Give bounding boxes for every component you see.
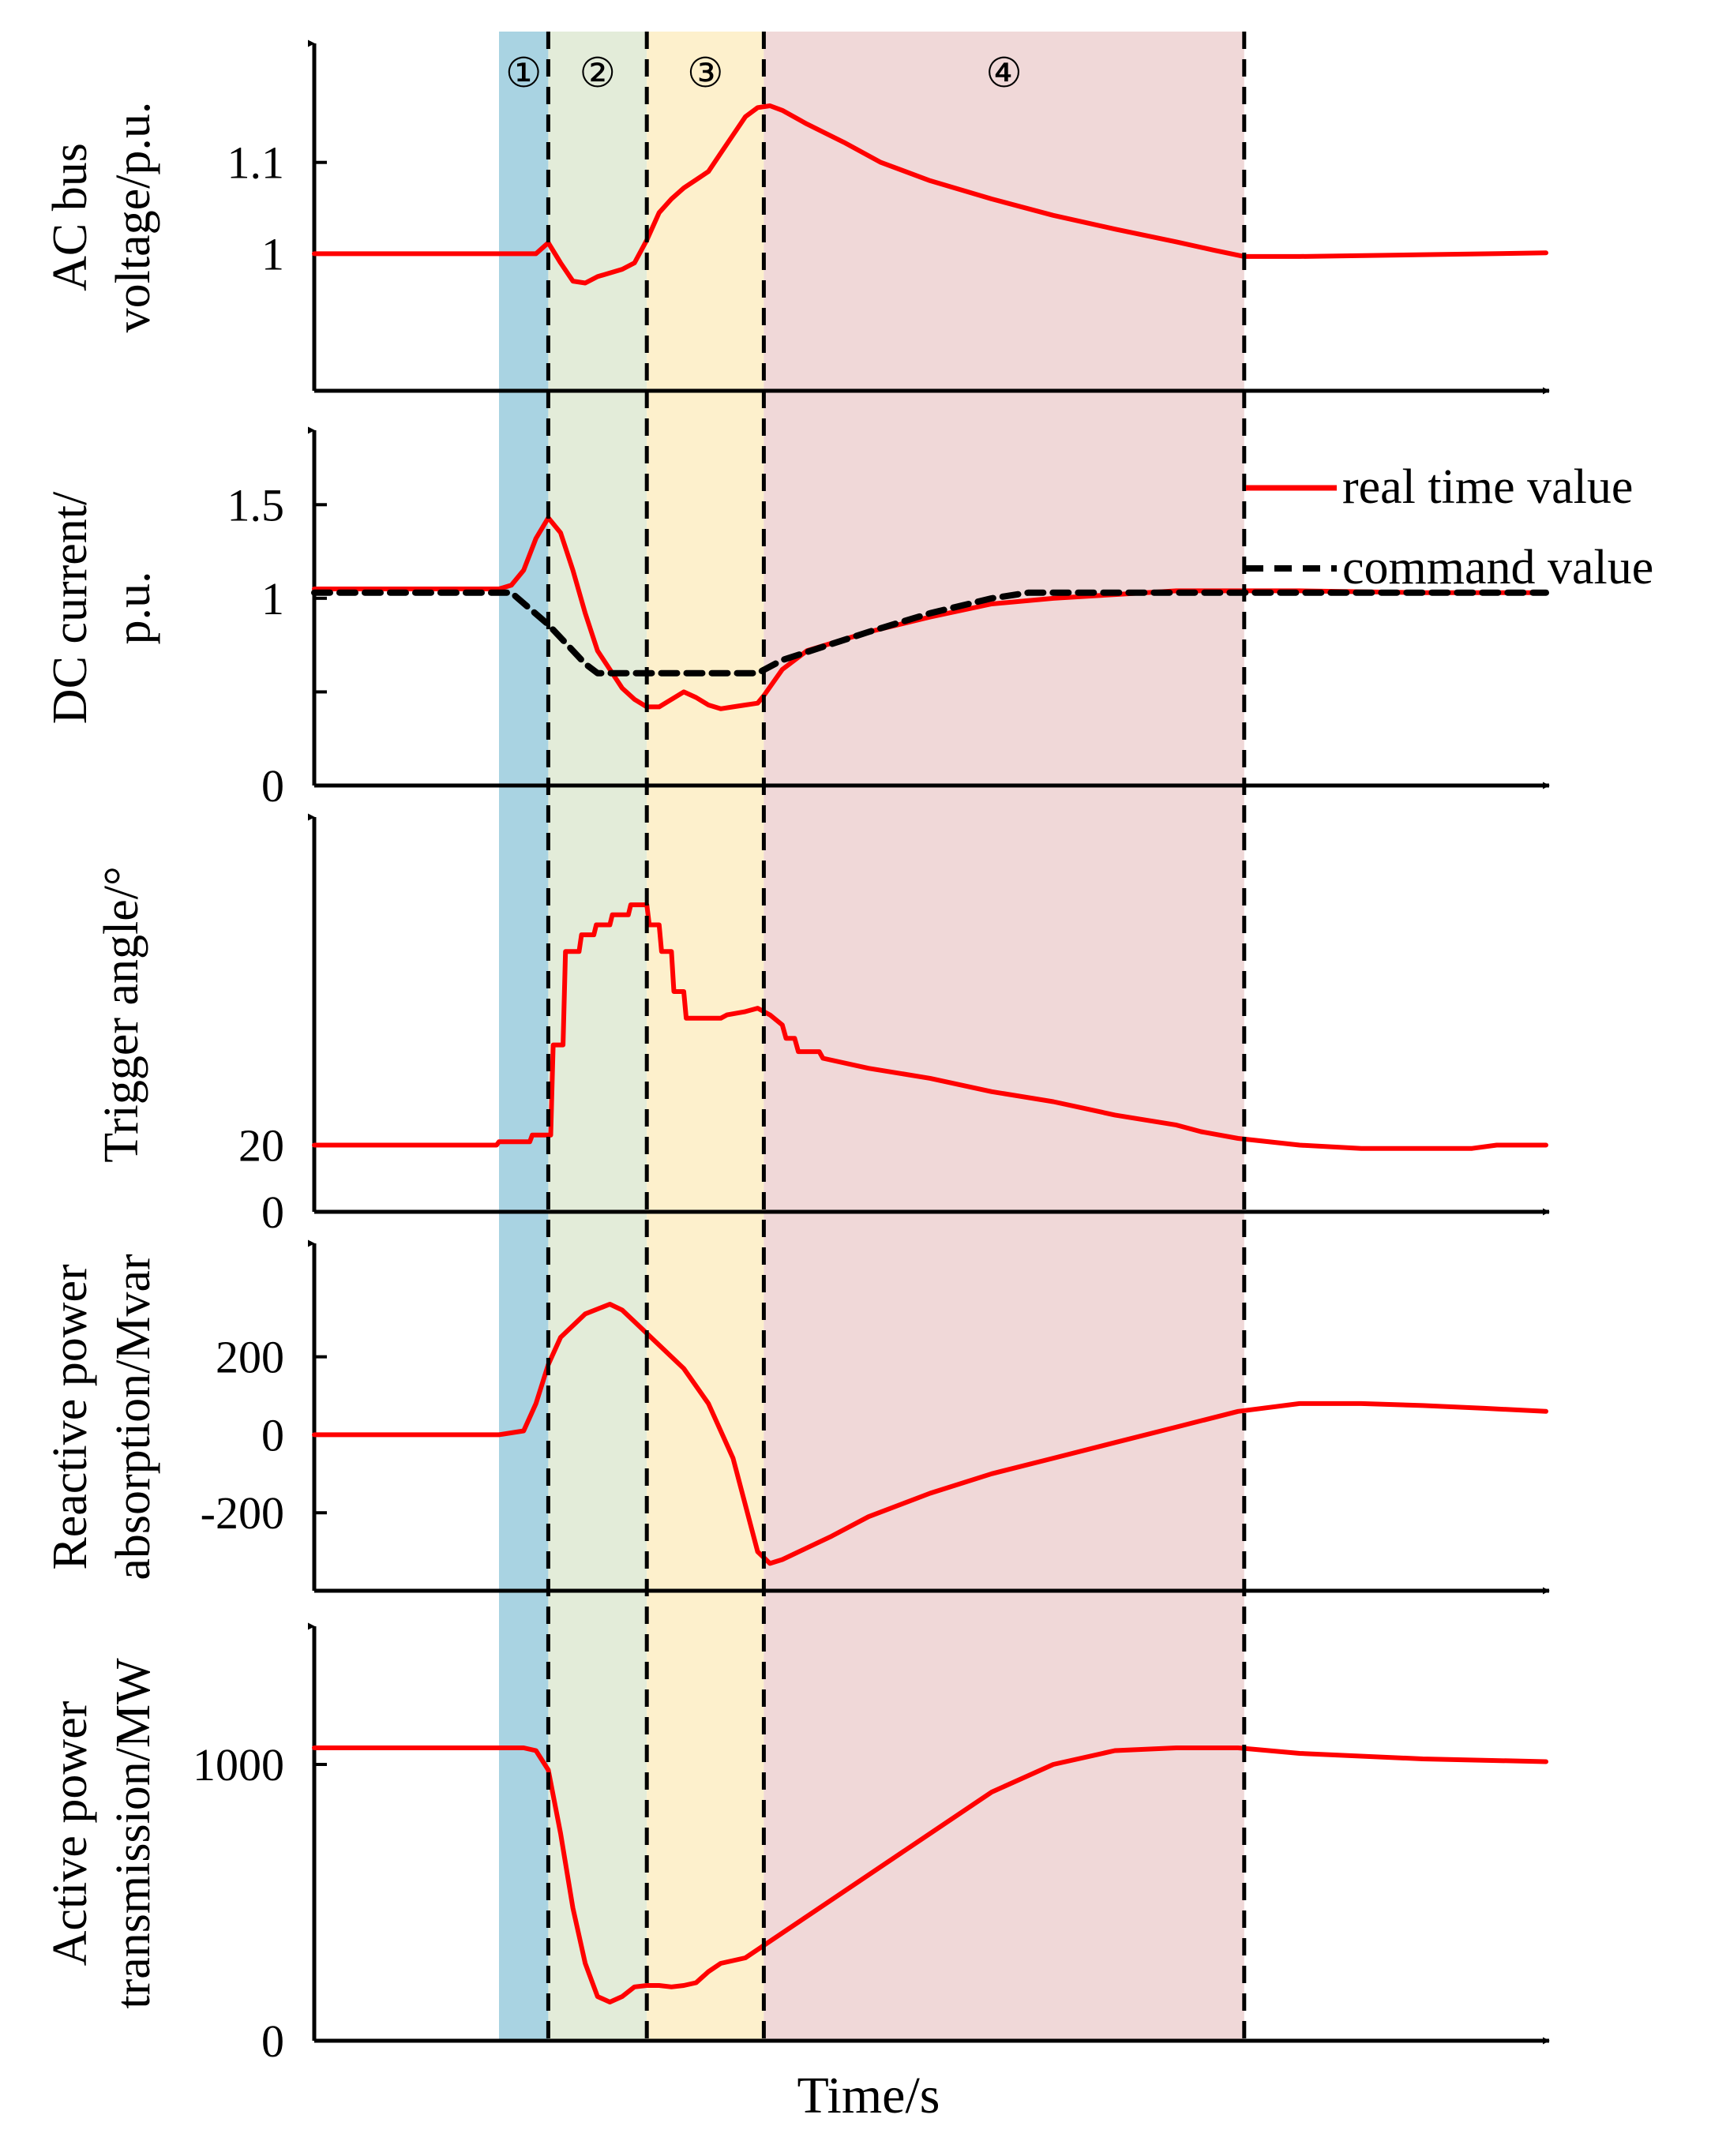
reactive-power-y-label-1: Reactive power [43,1264,97,1570]
legend: real time value command value [1246,460,1653,594]
phase-label-2: ② [579,51,616,96]
phase-region-1 [499,32,549,2041]
panel-active-power: 0 1000 Active power transmission/MW [43,1622,1550,2067]
ac-voltage-y-label-1: AC bus [43,143,97,291]
dc-current-real-time-value-line [312,515,1548,711]
active-power-y-label-1: Active power [43,1700,97,1966]
active-power-y-label-2: transmission/MW [107,1658,160,2009]
trigger-angle-real-time-value-line [312,902,1548,1151]
phase-label-3: ③ [687,51,724,96]
panel-ac-voltage: 1 1.1 AC bus voltage/p.u. [43,39,1550,395]
x-axis-label: Time/s [797,2067,940,2124]
panel-trigger-angle: 0 20 Trigger angle/° [95,813,1550,1238]
legend-label-real: real time value [1342,460,1633,514]
reactive-power-tick-label-2: 200 [216,1332,284,1383]
trigger-angle-tick-label-0: 0 [261,1187,284,1238]
dc-current-tick-label-3: 1.5 [227,479,285,531]
dc-current-y-label-2: p.u. [107,572,160,645]
trigger-angle-tick-label-1: 20 [238,1119,284,1171]
ac-voltage-real-time-value-line [312,103,1548,286]
chart-panels: 1 1.1 AC bus voltage/p.u. 0 1 1.5 DC current/p.… [43,39,1550,2067]
dc-current-tick-label-0: 0 [261,760,284,812]
ac-voltage-tick-label-1: 1.1 [227,137,285,189]
reactive-power-tick-label-0: -200 [201,1487,284,1539]
active-power-tick-label-0: 0 [261,2015,284,2067]
phase-label-1: ① [505,51,542,96]
ac-voltage-y-label-2: voltage/p.u. [107,102,160,333]
reactive-power-tick-label-1: 0 [261,1409,284,1460]
phase-regions [499,32,1244,2041]
reactive-power-y-label-2: absorption/Mvar [107,1254,160,1580]
active-power-tick-label-1: 1000 [193,1739,284,1790]
phase-label-4: ④ [985,51,1022,96]
trigger-angle-y-label-1: Trigger angle/° [95,866,148,1163]
phase-region-4 [764,32,1244,2041]
dc-current-tick-label-2: 1 [261,573,284,624]
panel-reactive-power: -200 0 200 Reactive power absorption/Mvar [43,1239,1550,1595]
phase-region-3 [647,32,764,2041]
phase-dividers [546,32,1247,2041]
ac-voltage-tick-label-0: 1 [261,228,284,279]
active-power-real-time-value-line [312,1745,1548,2004]
legend-label-command: command value [1342,541,1653,594]
dc-current-y-label-1: DC current/ [43,491,97,724]
